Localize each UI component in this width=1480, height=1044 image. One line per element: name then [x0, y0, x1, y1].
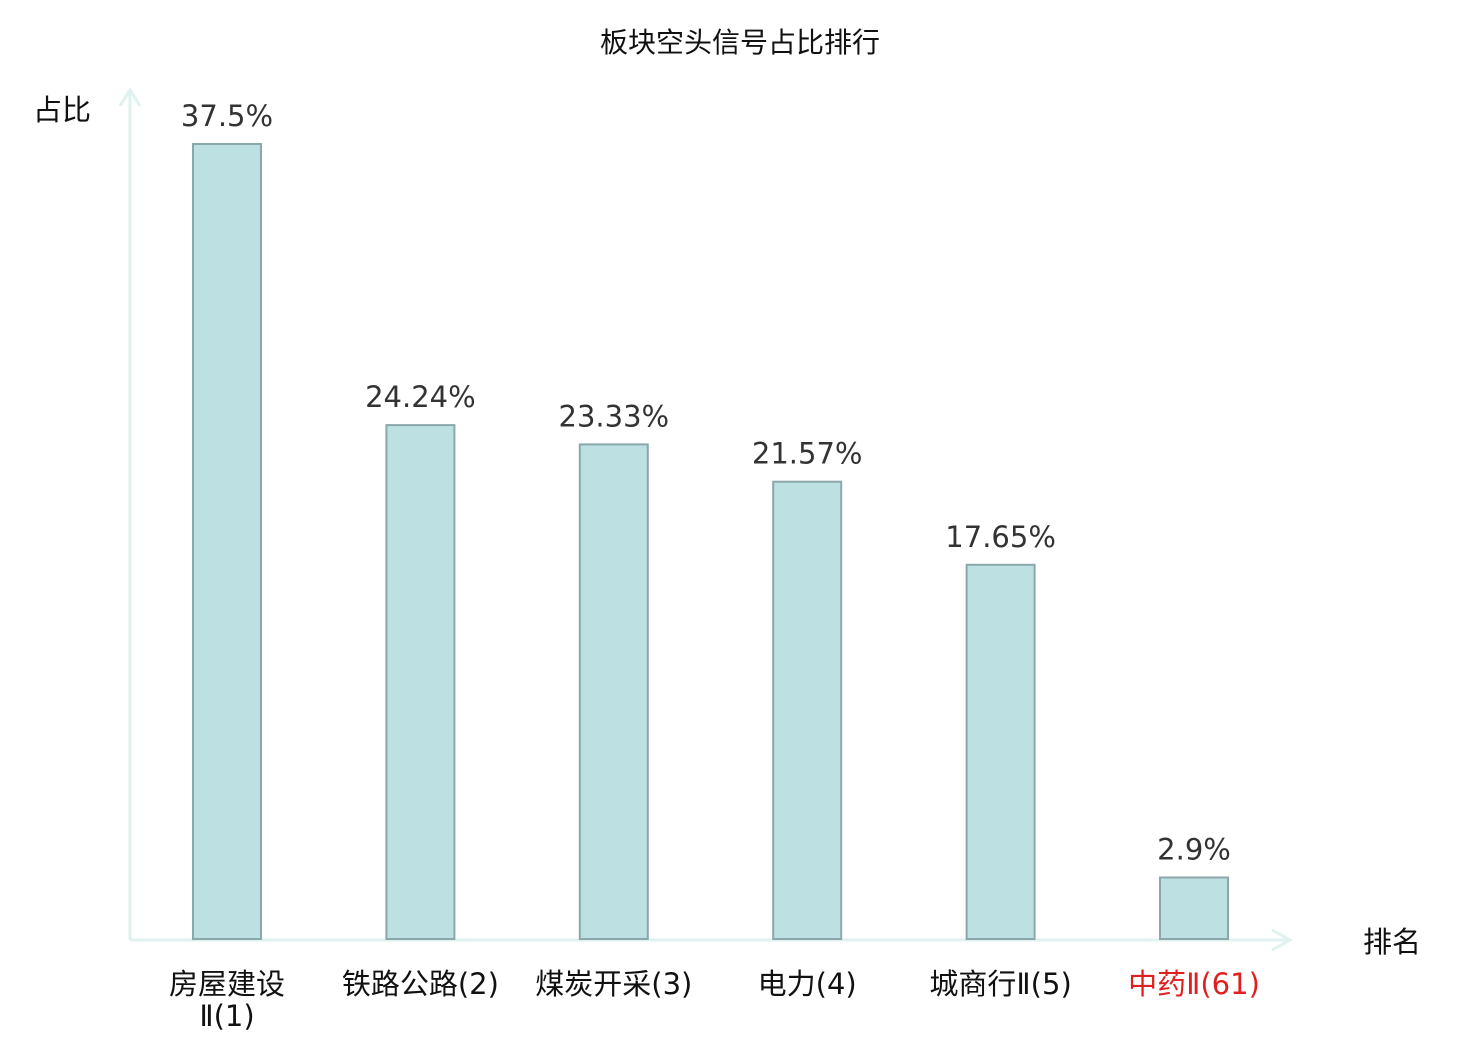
value-label-2: 24.24% — [365, 380, 476, 414]
y-axis-arrow — [118, 87, 142, 107]
bar-5 — [965, 563, 1036, 940]
category-labels-group: 房屋建设 Ⅱ(1) 铁路公路(2) 煤炭开采(3) 电力(4) 城商行Ⅱ(5) 中药Ⅱ(61… — [169, 967, 1260, 1033]
bar-2 — [385, 424, 456, 941]
value-label-4: 21.57% — [752, 437, 863, 471]
category-label-6: 中药Ⅱ(61) — [1128, 967, 1260, 1001]
bar-6 — [1159, 876, 1229, 940]
value-label-1: 37.5% — [181, 99, 273, 133]
bars-group — [192, 143, 1229, 941]
value-label-3: 23.33% — [559, 399, 670, 433]
chart-title: 板块空头信号占比排行 — [600, 26, 880, 59]
bar-1 — [192, 143, 262, 940]
category-label-2: 铁路公路(2) — [342, 967, 499, 1001]
x-axis-label: 排名 — [1363, 925, 1421, 959]
x-axis-arrow — [1271, 928, 1294, 952]
bar-4 — [772, 480, 843, 940]
value-label-5: 17.65% — [945, 520, 1056, 554]
y-axis-label: 占比 — [33, 93, 91, 127]
category-label-3: 煤炭开采(3) — [535, 967, 692, 1001]
category-label-4: 电力(4) — [758, 967, 857, 1001]
value-label-6: 2.9% — [1157, 833, 1231, 867]
bar-3 — [578, 443, 649, 940]
category-label-5: 城商行Ⅱ(5) — [929, 967, 1071, 1001]
category-label-1: 房屋建设 Ⅱ(1) — [169, 967, 285, 1033]
value-labels-group: 37.5% 24.24% 23.33% 21.57% 17.65% 2.9% — [181, 99, 1231, 867]
